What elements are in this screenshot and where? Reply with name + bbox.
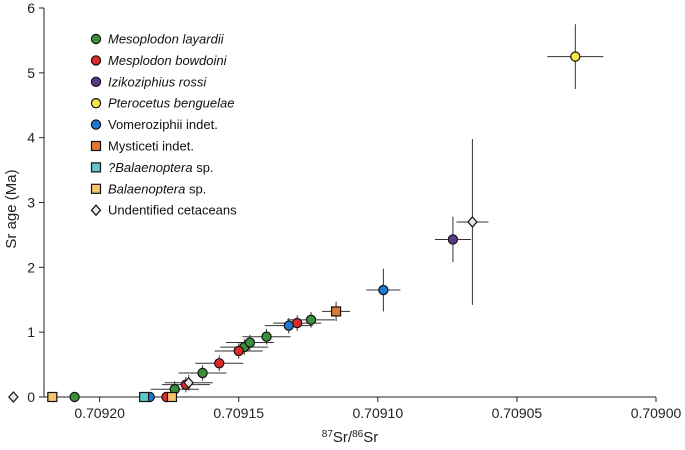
data-points bbox=[8, 51, 581, 403]
x-tick-label: 0.70910 bbox=[353, 405, 404, 421]
y-tick-label: 6 bbox=[27, 0, 35, 16]
data-point bbox=[214, 358, 225, 369]
y-tick-label: 3 bbox=[27, 195, 35, 211]
legend-marker bbox=[90, 140, 102, 152]
data-point bbox=[47, 391, 58, 403]
data-point bbox=[233, 345, 244, 357]
y-axis-title: Sr age (Ma) bbox=[3, 169, 20, 248]
y-tick-label: 5 bbox=[27, 65, 35, 81]
legend-label: Mesplodon bowdoini bbox=[108, 53, 228, 68]
legend-marker bbox=[90, 162, 102, 173]
y-tick-label: 4 bbox=[27, 130, 35, 146]
y-tick-label: 0 bbox=[27, 389, 35, 405]
data-point bbox=[261, 331, 272, 342]
data-point bbox=[305, 314, 317, 326]
y-tick-label: 1 bbox=[27, 324, 35, 340]
x-axis-title-sup1: 87 bbox=[322, 429, 334, 440]
data-point bbox=[183, 376, 194, 389]
x-axis-title-part1: Sr/ bbox=[333, 429, 353, 446]
x-tick-label: 0.70900 bbox=[631, 405, 682, 421]
legend-marker bbox=[90, 204, 102, 217]
legend-label: ?Balaenoptera sp. bbox=[108, 160, 214, 175]
data-point bbox=[330, 306, 342, 317]
data-point bbox=[570, 51, 581, 62]
legend-label: Balaenoptera sp. bbox=[108, 181, 206, 196]
x-tick-label: 0.70920 bbox=[74, 405, 125, 421]
legend-label: Undentified cetaceans bbox=[108, 203, 237, 218]
y-tick-label: 2 bbox=[27, 259, 35, 275]
data-point bbox=[447, 234, 459, 245]
data-point bbox=[378, 284, 389, 296]
data-point bbox=[283, 320, 294, 331]
data-point bbox=[69, 391, 80, 403]
x-axis-title-sup2: 86 bbox=[352, 429, 364, 440]
x-tick-label: 0.70915 bbox=[213, 405, 264, 421]
legend: Mesoplodon layardii Mesplodon bowdoini Izi… bbox=[90, 32, 237, 218]
data-point bbox=[8, 391, 19, 403]
data-point bbox=[244, 337, 256, 348]
legend-marker bbox=[90, 119, 102, 130]
data-point bbox=[467, 216, 478, 228]
data-point bbox=[166, 391, 178, 403]
x-axis-title-part2: Sr bbox=[363, 429, 378, 446]
legend-marker bbox=[90, 183, 102, 194]
legend-marker bbox=[90, 33, 102, 45]
legend-label: Pterocetus benguelae bbox=[108, 96, 234, 111]
legend-marker bbox=[90, 76, 102, 88]
legend-label: Izikoziphius rossi bbox=[108, 74, 207, 89]
x-axis-title: 87Sr/86Sr bbox=[322, 429, 378, 447]
ticks: 0.70920 0.70915 0.70910 0.70905 0.70900 0 1 2 3 4… bbox=[27, 0, 681, 421]
x-tick-label: 0.70905 bbox=[492, 405, 543, 421]
legend-label: Mesoplodon layardii bbox=[108, 32, 225, 47]
data-point bbox=[197, 367, 208, 379]
legend-label: Vomeroziphii indet. bbox=[108, 117, 218, 132]
data-point bbox=[139, 391, 150, 403]
legend-marker bbox=[90, 55, 102, 66]
legend-label: Mysticeti indet. bbox=[108, 139, 194, 154]
legend-marker bbox=[90, 97, 102, 109]
